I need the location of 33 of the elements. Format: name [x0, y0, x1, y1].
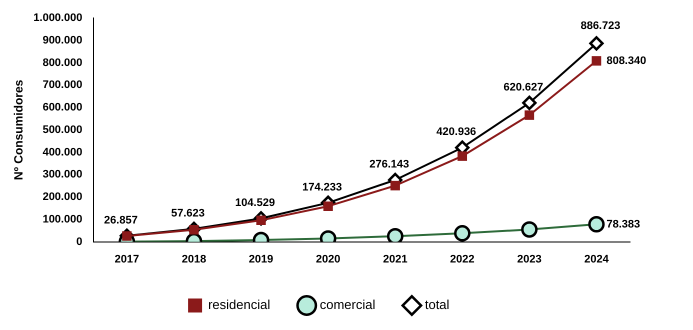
y-tick-label: 1.000.000	[33, 12, 82, 24]
y-tick-label: 300.000	[42, 168, 82, 181]
x-tick-label: 2022	[450, 253, 475, 266]
y-tick-label: 500.000	[42, 124, 82, 136]
data-label: 174.233	[302, 181, 342, 194]
y-tick-label: 800.000	[42, 56, 82, 69]
y-tick-label: 900.000	[42, 34, 82, 46]
x-tick-label: 2024	[584, 253, 610, 266]
legend-label: total	[424, 297, 450, 312]
y-tick-label: 400.000	[42, 146, 82, 158]
data-label: 104.529	[235, 196, 275, 209]
y-tick-label: 700.000	[42, 79, 82, 92]
data-label: 276.143	[369, 158, 410, 171]
x-tick-label: 2020	[316, 253, 340, 266]
data-label: 78.383	[606, 218, 640, 230]
y-tick-label: 600.000	[42, 102, 82, 114]
x-tick-label: 2019	[248, 253, 274, 266]
x-tick-label: 2017	[114, 253, 140, 266]
x-tick-label: 2021	[382, 253, 408, 266]
x-tick-label: 2018	[182, 253, 206, 266]
data-label: 420.936	[436, 126, 476, 138]
y-tick-label: 200.000	[42, 191, 82, 204]
y-tick-label: 100.000	[42, 213, 82, 226]
data-label: 808.340	[606, 54, 646, 67]
y-tick-label: 0	[76, 236, 82, 248]
data-label: 886.723	[580, 20, 620, 32]
data-label: 57.623	[171, 207, 205, 220]
data-label: 620.627	[503, 81, 544, 94]
legend-label: residencial	[208, 297, 270, 312]
legend-label: comercial	[320, 297, 376, 312]
x-tick-label: 2023	[517, 253, 542, 266]
data-label: 26.857	[104, 214, 138, 226]
y-axis-title: Nº Consumidores	[12, 79, 26, 180]
